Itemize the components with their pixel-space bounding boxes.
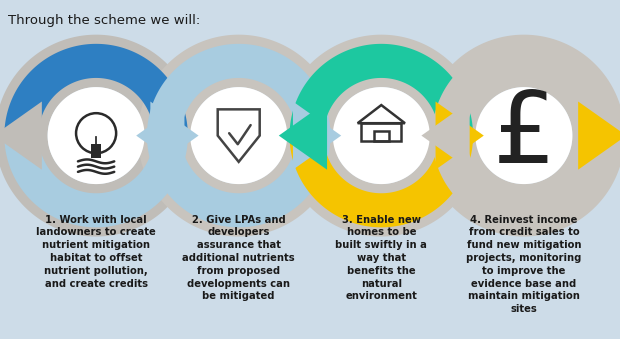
Polygon shape [290,136,473,227]
Polygon shape [48,87,144,184]
Polygon shape [0,35,197,237]
Text: 4. Reinvest income
from credit sales to
fund new mitigation
projects, monitoring: 4. Reinvest income from credit sales to … [466,215,582,314]
Polygon shape [280,35,482,237]
Text: 2. Give LPAs and
developers
assurance that
additional nutrients
from proposed
de: 2. Give LPAs and developers assurance th… [182,215,295,301]
Polygon shape [435,101,484,170]
Polygon shape [423,35,620,237]
Polygon shape [4,44,188,136]
Polygon shape [136,101,185,170]
Polygon shape [293,101,341,170]
Polygon shape [432,136,616,227]
Text: 3. Enable new
homes to be
built swiftly in a
way that
benefits the
natural
envir: 3. Enable new homes to be built swiftly … [335,215,427,301]
Text: £: £ [492,87,556,184]
Polygon shape [578,101,620,170]
Polygon shape [147,44,330,136]
Polygon shape [138,35,340,237]
Polygon shape [290,44,473,136]
Polygon shape [150,101,198,170]
Polygon shape [279,101,327,170]
Polygon shape [91,144,101,158]
Polygon shape [4,136,188,227]
Polygon shape [432,44,616,136]
Text: 1. Work with local
landowners to create
nutrient mitigation
habitat to offset
nu: 1. Work with local landowners to create … [36,215,156,288]
Polygon shape [0,101,42,170]
Polygon shape [333,87,430,184]
Polygon shape [422,101,470,170]
Polygon shape [147,136,330,227]
Polygon shape [476,87,572,184]
Polygon shape [190,87,287,184]
Text: Through the scheme we will:: Through the scheme we will: [8,14,200,27]
